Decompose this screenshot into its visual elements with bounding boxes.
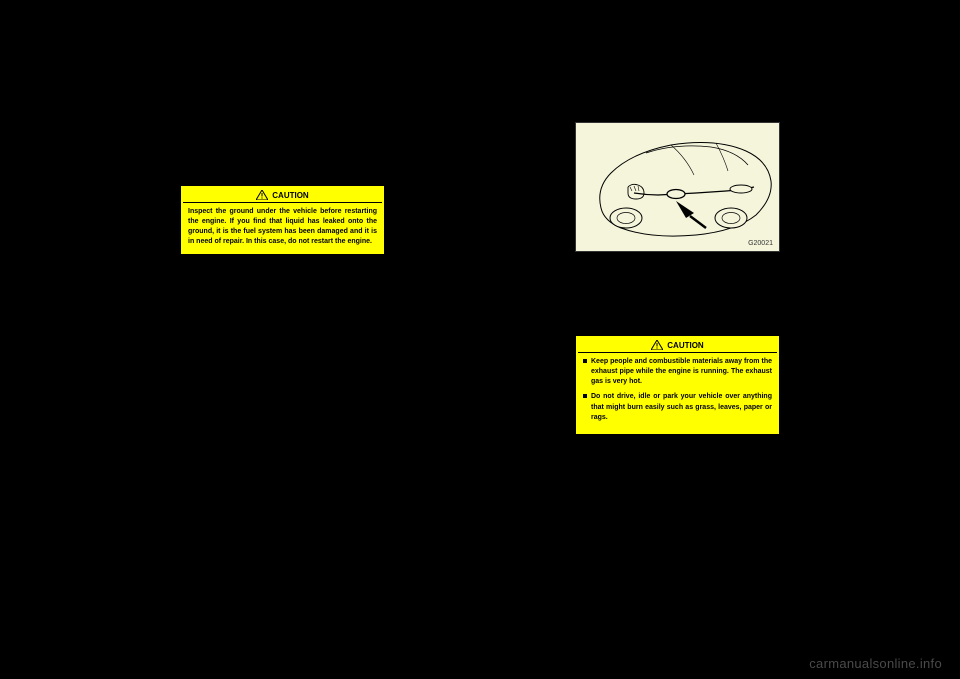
caution-body-left: Inspect the ground under the vehicle bef… xyxy=(183,203,382,252)
caution-title-left: CAUTION xyxy=(272,191,308,200)
caution-list-item: Do not drive, idle or park your vehicle … xyxy=(583,392,772,422)
caution-header-right: CAUTION xyxy=(578,338,777,353)
caution-body-right: Keep people and combustible materials aw… xyxy=(578,353,777,432)
caution-header-left: CAUTION xyxy=(183,188,382,203)
caution-list: Keep people and combustible materials aw… xyxy=(583,357,772,423)
diagram-code-label: G20021 xyxy=(748,240,773,247)
caution-box-right: CAUTION Keep people and combustible mate… xyxy=(575,335,780,435)
catalytic-converter-diagram: G20021 xyxy=(575,122,780,252)
watermark-text: carmanualsonline.info xyxy=(809,656,942,671)
warning-triangle-icon xyxy=(256,190,268,200)
caution-title-right: CAUTION xyxy=(667,341,703,350)
caution-box-left: CAUTION Inspect the ground under the veh… xyxy=(180,185,385,255)
caution-list-item: Keep people and combustible materials aw… xyxy=(583,357,772,387)
warning-triangle-icon xyxy=(651,340,663,350)
car-underside-illustration xyxy=(576,123,781,253)
